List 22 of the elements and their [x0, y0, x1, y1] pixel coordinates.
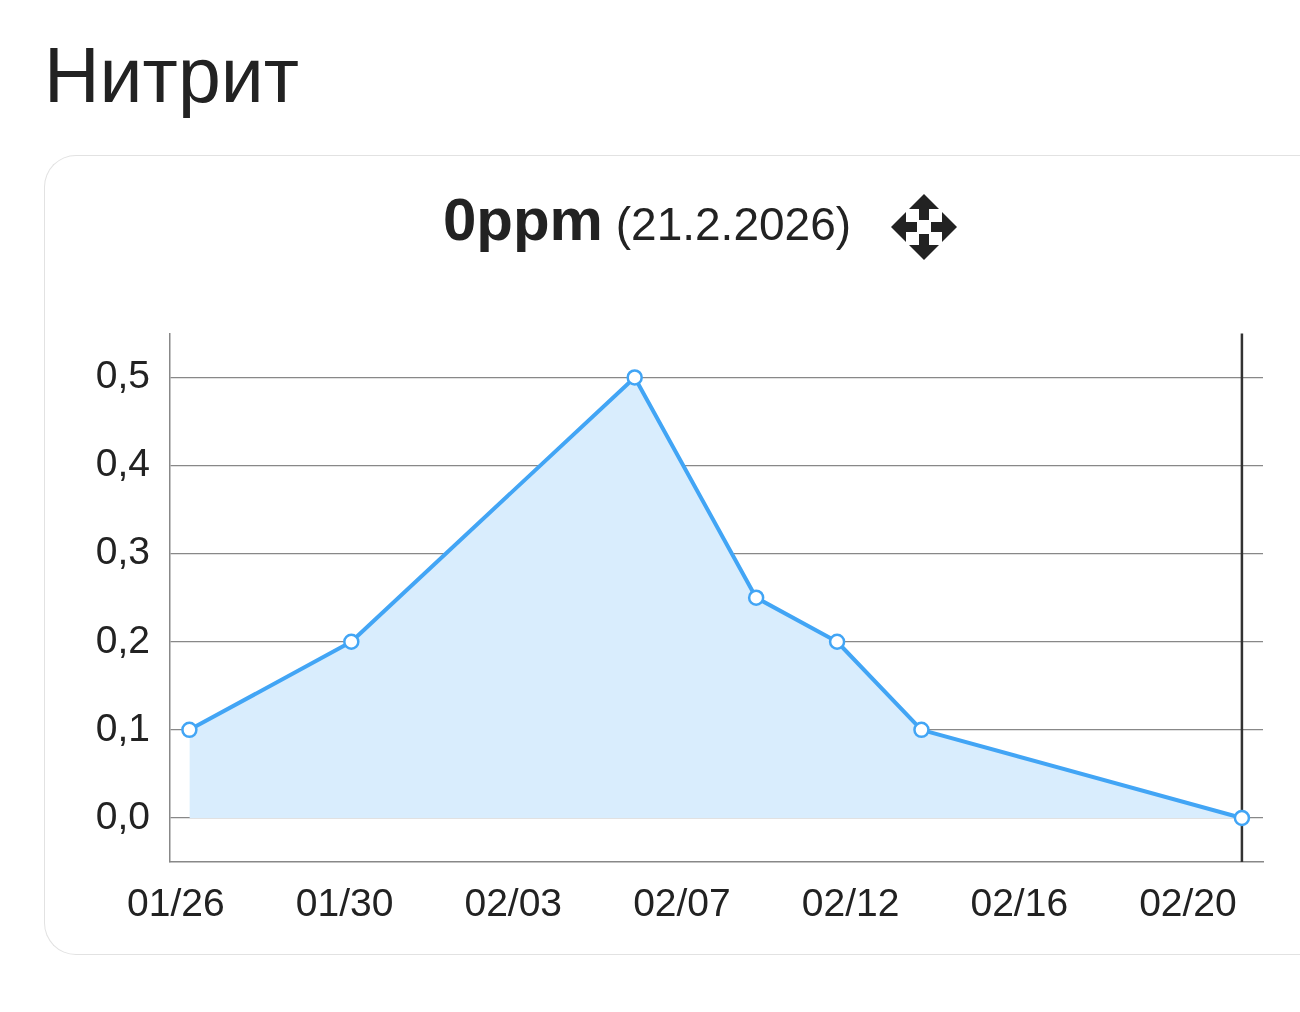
x-tick-label: 01/30 [295, 881, 394, 925]
x-tick-label: 02/03 [464, 881, 563, 925]
chart-title: Нитрит [44, 31, 299, 120]
y-tick-label: 0,0 [95, 793, 150, 837]
y-tick-label: 0,1 [95, 705, 150, 749]
y-tick-label: 0,5 [95, 353, 150, 397]
x-tick-label: 02/07 [633, 881, 731, 925]
x-tick-label: 02/16 [970, 881, 1069, 925]
point [343, 633, 360, 650]
x-tick-label: 01/26 [127, 881, 225, 925]
point [1233, 809, 1251, 827]
point [913, 721, 930, 739]
y-tick-label: 0,2 [95, 617, 150, 661]
y-tick-label: 0,3 [95, 529, 150, 573]
point [181, 721, 198, 739]
chart-subtitle: 0ppm (21.2.2026) [442, 185, 852, 253]
x-tick-label: 02/20 [1139, 881, 1237, 925]
point [747, 589, 765, 606]
x-tick-label: 02/12 [801, 881, 900, 925]
point [828, 633, 846, 650]
y-tick-label: 0,4 [95, 441, 150, 485]
point [626, 369, 643, 386]
